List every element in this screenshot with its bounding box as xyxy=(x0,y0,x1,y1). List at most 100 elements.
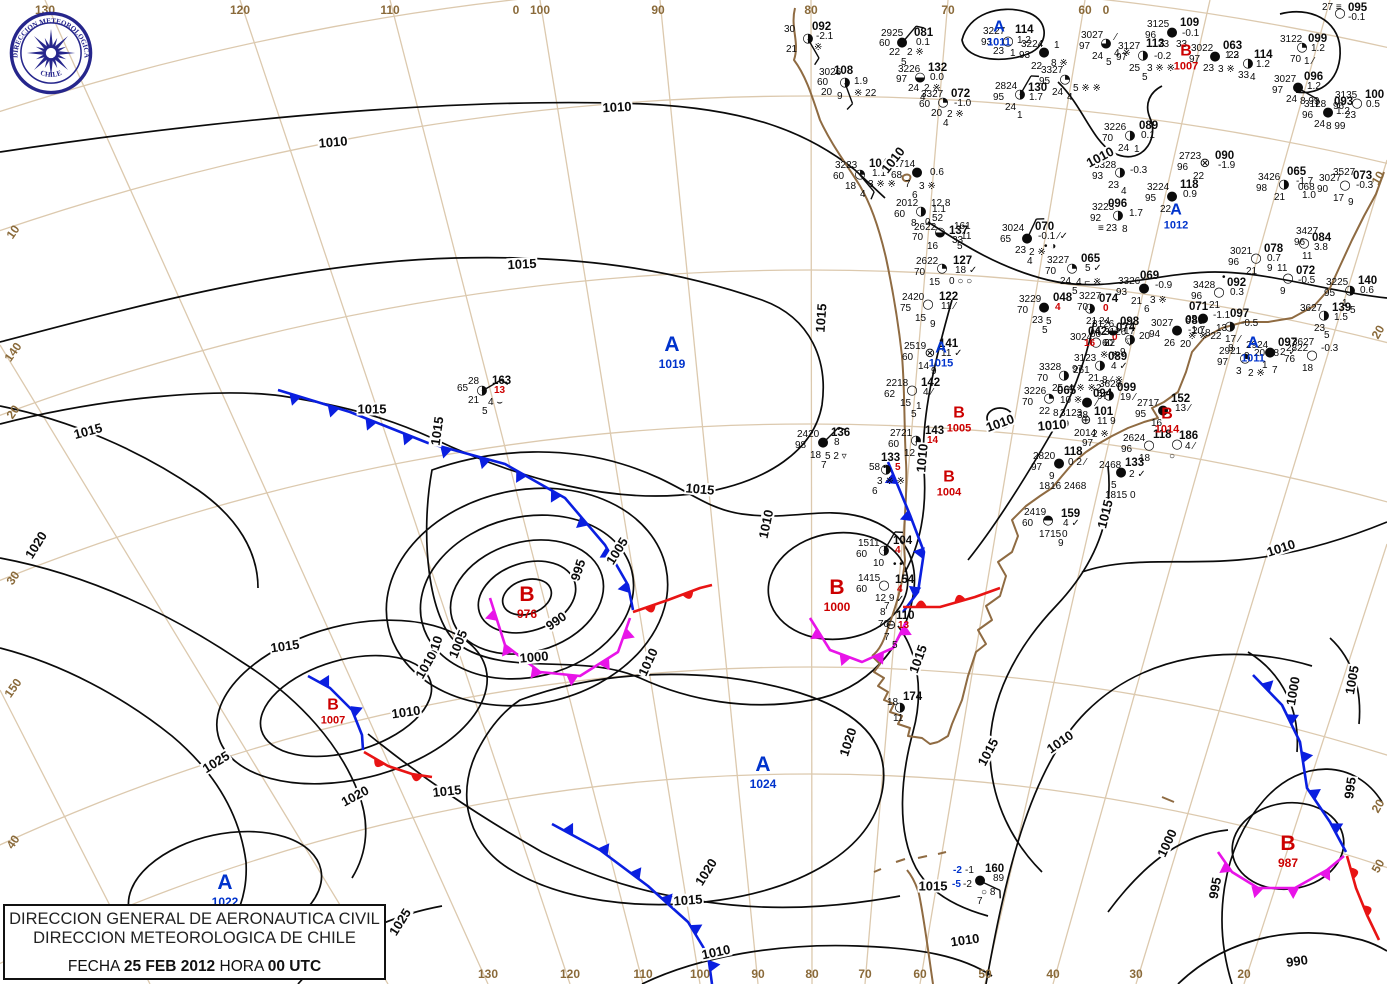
grid-label: 0 xyxy=(512,3,520,17)
cold-front-line xyxy=(1252,674,1348,853)
station-value: -5 xyxy=(952,879,961,890)
station-value: 4 ⌐ ※ xyxy=(1076,277,1102,288)
isobar-label: 1010 xyxy=(601,98,633,116)
occluded-front-pip-icon xyxy=(899,624,912,636)
station-value: 97 xyxy=(896,74,908,85)
station-symbol-icon: ◑ xyxy=(1344,283,1356,299)
cold-front-pip-icon xyxy=(1301,751,1314,763)
station-value: ※ xyxy=(814,42,823,53)
station-value: 118 xyxy=(1180,179,1199,191)
occluded-front-pip-icon xyxy=(1251,885,1263,899)
station-value: 0.6 xyxy=(930,167,944,178)
station-value: 3229 xyxy=(1019,294,1042,305)
pressure-center-value: 1014 xyxy=(1154,423,1180,436)
station-value: 17 xyxy=(1124,326,1136,337)
station-value: 5 xyxy=(957,241,963,252)
station-value: ※ ※ 22 xyxy=(1188,331,1222,342)
station-value: 3026 xyxy=(819,67,842,78)
station-value: 20 78 xyxy=(1254,348,1280,359)
station-value: 072 xyxy=(951,88,971,100)
station-value: 3226 xyxy=(1024,386,1047,397)
occluded-front-pip-icon xyxy=(530,666,542,679)
station-value: 3021 xyxy=(1230,246,1253,257)
station-value: 3128 xyxy=(1304,99,1327,110)
station-symbol-icon: ◔ xyxy=(854,167,866,183)
station-value: 21 xyxy=(1209,300,1221,311)
grid-label: 120 xyxy=(229,3,251,17)
station-value: 24 xyxy=(1060,276,1072,287)
station-value: 159 xyxy=(1061,508,1081,520)
coastline-path xyxy=(937,851,947,855)
cold-front-pip-icon xyxy=(327,405,340,418)
isobar-label: 1020 xyxy=(836,725,860,759)
analysis-date: 25 FEB 2012 xyxy=(123,958,216,975)
warm-front-pip-icon xyxy=(682,590,694,599)
grid-label: 50 xyxy=(978,967,992,981)
station-value: 1.7 xyxy=(1129,208,1143,219)
pressure-center-letter: A xyxy=(755,753,771,776)
station-value: 2519 xyxy=(904,341,927,352)
pressure-center-letter: A xyxy=(993,18,1005,36)
station-value: 065 xyxy=(1287,166,1307,178)
pressure-center-value: 1007 xyxy=(1173,60,1199,73)
station-value: 0.3 xyxy=(1230,287,1244,298)
occluded-front-line xyxy=(488,597,632,678)
station-symbol-icon: ● xyxy=(1081,395,1093,411)
station-value: 065 xyxy=(1057,385,1077,397)
station-value: 3227 xyxy=(1047,255,1070,266)
cold-front-line xyxy=(277,388,635,611)
station-value: 96 xyxy=(1333,101,1345,112)
isobar-label: 1010 xyxy=(1043,727,1077,757)
grid-label: 90 xyxy=(651,3,665,17)
station-value: 23 xyxy=(993,46,1005,57)
coastline-path xyxy=(1161,796,1175,803)
pressure-center-value: 1019 xyxy=(658,357,686,371)
station-value: 18 xyxy=(1139,453,1151,464)
isobar-label: 1015 xyxy=(906,642,930,676)
station-value: 60 xyxy=(1090,329,1102,340)
station-symbol-icon: ● xyxy=(817,435,829,451)
station-symbol-icon: ○ xyxy=(1351,96,1363,112)
station-value: -2 xyxy=(953,865,962,876)
station-symbol-icon: ◔ xyxy=(1296,40,1308,56)
station-value: 97 xyxy=(1079,41,1091,52)
station-value: • ◑ xyxy=(1044,241,1057,252)
station-value: 3 ※ ※ xyxy=(877,476,905,487)
station-value: 76 xyxy=(1284,354,1296,365)
station-value: 065 xyxy=(1081,253,1101,265)
station-value: 3127 xyxy=(1118,41,1141,52)
station-symbol-icon: ◑ xyxy=(1137,48,1149,64)
station-symbol-icon: ◔ xyxy=(936,261,948,277)
station-value: 261 xyxy=(1073,365,1090,376)
station-value: 93 xyxy=(981,37,993,48)
station-value: 1 xyxy=(1054,40,1060,51)
pressure-center-value: 1011 xyxy=(987,36,1011,49)
station-value: 6 xyxy=(1104,338,1110,349)
pressure-center-letter: A xyxy=(664,333,680,356)
grid-label: 40 xyxy=(3,832,23,852)
cold-front-pip-icon xyxy=(516,470,527,483)
cold-front-pip-icon xyxy=(478,456,491,470)
grid-label: 30 xyxy=(1129,967,1143,981)
station-value: 3627 xyxy=(1300,303,1323,314)
station-value: 069 xyxy=(1140,270,1160,282)
cold-front-pip-icon xyxy=(365,418,377,431)
warm-front-pip-icon xyxy=(1363,905,1372,917)
grid-label: 20 xyxy=(1237,967,1251,981)
isobar-label: 1015 xyxy=(684,480,716,498)
cold-front-pip-icon xyxy=(617,581,630,593)
station-value: -1.7 xyxy=(1296,176,1314,187)
station-value: 2 ※ xyxy=(947,109,964,120)
station-value: 21 xyxy=(468,395,480,406)
station-value: 23 xyxy=(1314,323,1326,334)
station-value: 1816 2468 xyxy=(1039,481,1087,492)
pressure-center-high: A 1011 xyxy=(987,18,1011,49)
station-value: 0 xyxy=(1112,332,1118,343)
cold-front-pip-icon xyxy=(689,924,703,936)
station-value: 21 xyxy=(1088,373,1100,384)
station-value: 10 xyxy=(873,558,885,569)
station-value: 21 xyxy=(1131,296,1143,307)
isobar-label: 1025 xyxy=(199,747,233,777)
isobar-path xyxy=(425,451,916,706)
seal-hub-icon xyxy=(44,46,58,60)
